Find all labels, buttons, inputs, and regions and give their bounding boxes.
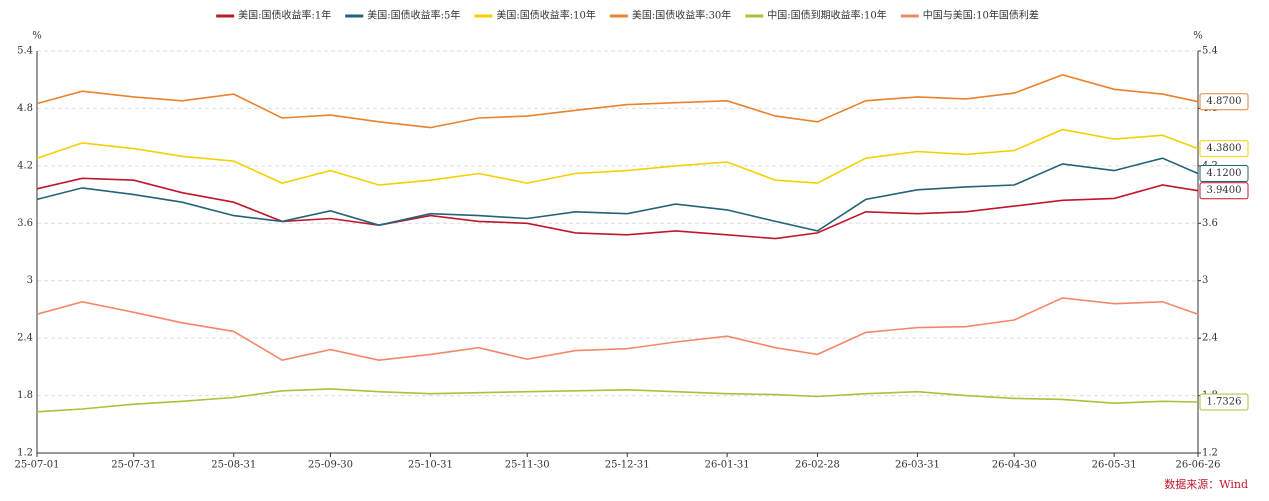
x-tick-label: 26-02-28 [795,460,840,471]
y-tick-label: 3.6 [17,218,33,229]
y2-unit: % [1193,31,1203,42]
y2-tick-label: 3.6 [1202,218,1218,229]
y-tick-label: 4.2 [17,160,33,171]
legend-label: 中国:国债到期收益率:10年 [767,9,886,22]
series-line [36,177,1199,240]
x-tick-label: 25-09-30 [308,460,353,471]
end-label-box [1199,140,1249,158]
x-tick-label: 25-07-31 [111,460,156,471]
x-tick-label: 26-04-30 [992,460,1037,471]
x-tick-label: 25-11-30 [505,460,550,471]
y2-tick-label: 1.2 [1202,448,1218,459]
y-tick-label: 4.8 [17,103,33,114]
legend-label: 美国:国债收益率:1年 [238,9,331,22]
legend-label: 美国:国债收益率:5年 [367,9,460,22]
y-tick-label: 5.4 [17,46,33,57]
y-tick-label: 2.4 [17,333,33,344]
legend-label: 美国:国债收益率:30年 [632,9,731,22]
y-tick-label: 1.8 [17,390,33,401]
y-unit: % [32,31,42,42]
series-line [36,388,1199,413]
source: 数据来源：Wind [1164,477,1248,491]
end-label-box [1199,182,1249,200]
end-label: 3.9400 [1207,185,1242,196]
y-tick-label: 3 [27,275,33,286]
legend-label: 中国与美国:10年国债利差 [923,9,1039,22]
end-label: 1.7326 [1207,397,1242,408]
x-tick-label: 25-08-31 [211,460,256,471]
series-line [36,128,1199,186]
legend-label: 美国:国债收益率:10年 [496,9,595,22]
y2-tick-label: 3 [1202,275,1208,286]
end-label: 4.1200 [1207,168,1242,179]
y2-tick-label: 5.4 [1202,46,1218,57]
end-label-box [1199,393,1249,411]
end-label-box [1199,165,1249,183]
x-tick-label: 26-03-31 [895,460,940,471]
x-tick-label: 25-10-31 [408,460,453,471]
y-tick-label: 1.2 [17,448,33,459]
end-label: 4.8700 [1207,96,1242,107]
legend: 美国:国债收益率:1年 美国:国债收益率:5年 美国:国债收益率:10年 美国:国债收… [216,9,1039,22]
series-line [36,74,1199,129]
x-tick-label: 26-01-31 [705,460,750,471]
x-tick-label: 26-06-26 [1176,460,1221,471]
x-tick-label: 25-07-01 [15,460,60,471]
end-label-box [1199,93,1249,111]
y2-tick-label: 2.4 [1202,333,1218,344]
end-label: 4.3800 [1207,143,1242,154]
series-line [36,297,1199,362]
x-tick-label: 25-12-31 [605,460,650,471]
x-tick-label: 26-05-31 [1092,460,1137,471]
series-line [36,157,1199,232]
